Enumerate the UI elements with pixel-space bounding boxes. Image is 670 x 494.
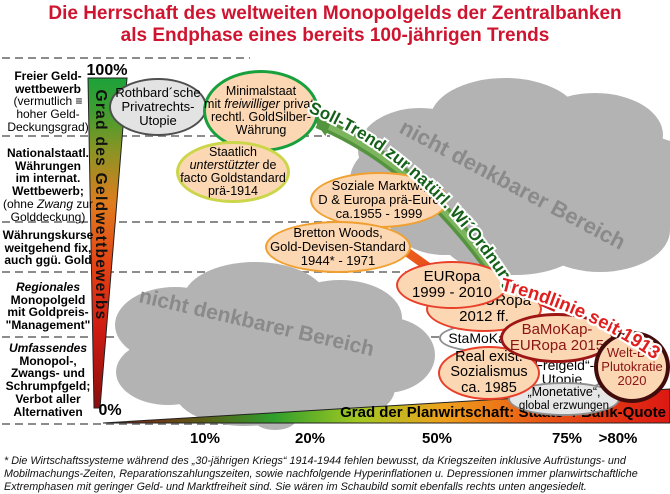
axis-category-waehrungskurse: Währungskurse weitgehend fix, auch ggü. … bbox=[2, 228, 94, 268]
footnote: * Die Wirtschaftssysteme während des „30… bbox=[4, 455, 638, 494]
page-title: Die Herrschaft des weltweiten Monopolgel… bbox=[0, 3, 670, 46]
cloud-bottom-left bbox=[115, 262, 435, 430]
axis-category-nationalstaatl: Nationalstaatl. Währungen im internat. W… bbox=[2, 146, 94, 224]
node-bretton-woods: Bretton Woods, Gold-Devisen-Standard 194… bbox=[265, 221, 411, 273]
x-axis-ticks: 10% 20% 50% 75% >80% bbox=[190, 430, 637, 447]
tick-75: 75% bbox=[552, 430, 582, 447]
node-welt-biz-plutokratie: Welt-BIZ Plutokratie 2020 bbox=[594, 331, 670, 403]
y-axis-bottom-value: 0% bbox=[98, 402, 121, 419]
tick-20: 20% bbox=[295, 430, 325, 447]
title-line1: Die Herrschaft des weltweiten Monopolgel… bbox=[48, 3, 622, 24]
axis-category-umfassendes-monopolgeld: Umfassendes Monopol-, Zwangs- und Schrum… bbox=[5, 341, 91, 419]
tick-10: 10% bbox=[190, 430, 220, 447]
axis-category-freier-geldwettbewerb: Freier Geld- wettbewerb (vermutlich ≡ ho… bbox=[7, 69, 89, 134]
node-minimalstaat: Minimalstaat mit freiwilliger privat- re… bbox=[203, 70, 319, 152]
node-monetative: „Monetative“, global erzwungen bbox=[508, 382, 620, 416]
tick-50: 50% bbox=[422, 430, 452, 447]
title-line2: als Endphase eines bereits 100-jährigen … bbox=[120, 24, 550, 46]
axis-category-regionales-monopolgeld: Regionales Monopolgeld mit Goldpreis- "M… bbox=[5, 280, 91, 333]
node-europa-1999-2010: EURopa 1999 - 2010 bbox=[396, 261, 508, 309]
node-rothbard-utopie: Rothbard´sche Privatrechts- Utopie bbox=[109, 78, 207, 136]
x-axis-label: Grad der Planwirtschaft: Staats- / Bank-… bbox=[340, 404, 666, 421]
cloud-label-bottom: nicht denkbarer Bereich bbox=[137, 284, 376, 360]
node-soziale-marktwirtschaft: Soziale Marktw., D & Europa prä-Euro ca.… bbox=[310, 172, 448, 228]
tick-80: >80% bbox=[599, 430, 638, 447]
node-goldstandard-prae-1914: Staatlich unterstützter de facto Goldsta… bbox=[176, 141, 290, 203]
node-real-exist-sozialismus: Real exist. Sozialismus ca. 1985 bbox=[438, 346, 540, 400]
